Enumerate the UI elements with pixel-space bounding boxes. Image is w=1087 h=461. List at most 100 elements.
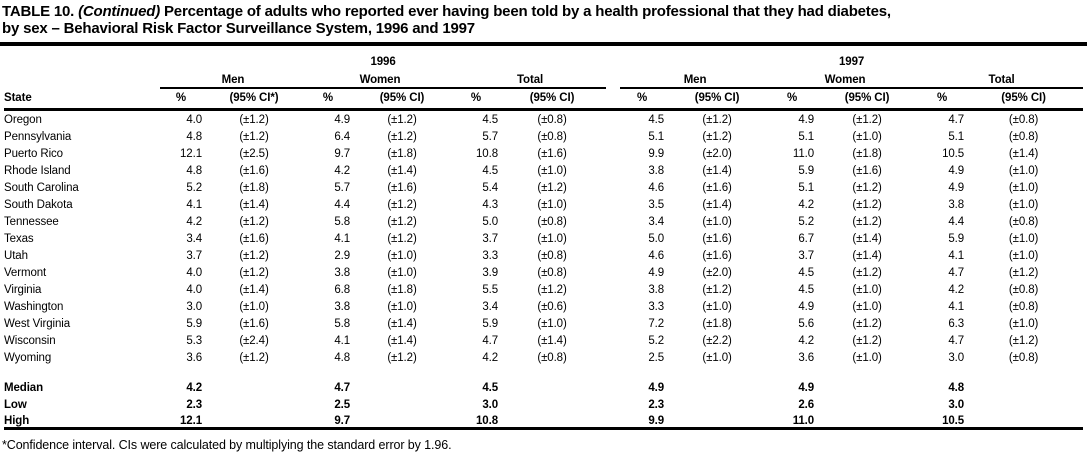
spacer-cell — [606, 279, 620, 296]
summary-row: Low 2.3 2.5 3.0 2.3 2.6 3.0 — [4, 394, 1083, 411]
ci-cell — [664, 377, 770, 394]
ci-cell — [964, 377, 1083, 394]
state-cell: South Dakota — [4, 199, 73, 211]
pct-cell: 4.9 — [798, 114, 815, 126]
pct-cell: 3.8 — [334, 267, 350, 279]
pct-cell: 2.6 — [798, 399, 815, 411]
ci-cell: (±1.2) — [852, 199, 882, 211]
ci-cell — [350, 411, 454, 430]
women-header-1996: Women — [306, 68, 454, 89]
ci-cell: (±1.6) — [852, 165, 882, 177]
pct-cell: 5.9 — [482, 318, 498, 330]
ci-cell: (±1.0) — [852, 352, 882, 364]
ci-cell: (±1.8) — [702, 318, 732, 330]
table-row: Wisconsin 5.3 (±2.4) 4.1 (±1.4) 4.7 (±1.4) 5.2 (… — [4, 330, 1083, 347]
pct-cell: 4.9 — [334, 114, 350, 126]
ci-cell: (±2.0) — [702, 148, 732, 160]
pct-cell: 6.8 — [334, 284, 350, 296]
state-cell: South Carolina — [4, 182, 79, 194]
ci-cell: (±1.2) — [537, 284, 567, 296]
pct-cell: 4.4 — [948, 216, 965, 228]
empty-header-cell — [4, 52, 160, 68]
footnote: *Confidence interval. CIs were calculate… — [2, 437, 452, 452]
ci-cell — [202, 394, 306, 411]
women-header-1997: Women — [770, 68, 921, 89]
ci-cell: (±1.0) — [1008, 199, 1039, 211]
table-row: Virginia 4.0 (±1.4) 6.8 (±1.8) 5.5 (±1.2) 3.8 (±… — [4, 279, 1083, 296]
ci-cell: (±0.6) — [537, 301, 567, 313]
pct-cell: 3.3 — [482, 250, 498, 262]
ci-cell — [814, 411, 921, 430]
pct-cell: 4.1 — [948, 250, 965, 262]
table-header: 1996 1997 Men Women Total Men Women Tota… — [4, 52, 1084, 111]
ci-cell: (±0.8) — [537, 114, 567, 126]
ci-cell: (±0.8) — [1008, 216, 1039, 228]
ci-cell: (±1.0) — [537, 165, 567, 177]
title-text-line1: Percentage of adults who reported ever h… — [164, 3, 891, 20]
ci-cell: (±1.6) — [537, 148, 567, 160]
table-row: Puerto Rico 12.1 (±2.5) 9.7 (±1.8) 10.8 (±1.6)… — [4, 143, 1083, 160]
pct-cell: 5.1 — [948, 131, 965, 143]
ci-cell — [350, 394, 454, 411]
ci-cell: (±1.2) — [239, 267, 269, 279]
gap-cell — [4, 364, 1083, 377]
pct-cell: 2.3 — [186, 399, 202, 411]
ci-cell: (±1.2) — [387, 131, 417, 143]
table-row: Oregon 4.0 (±1.2) 4.9 (±1.2) 4.5 (±0.8) 4.5 (±1.… — [4, 109, 1083, 126]
men-header-1997: Men — [620, 68, 771, 89]
ci-header: (95% CI) — [350, 88, 454, 111]
ci-cell: (±0.8) — [537, 216, 567, 228]
pct-cell: 4.2 — [186, 216, 202, 228]
ci-cell: (±1.2) — [239, 352, 269, 364]
ci-cell: (±1.4) — [387, 318, 417, 330]
ci-cell: (±1.0) — [1008, 182, 1039, 194]
ci-cell: (±0.8) — [537, 352, 567, 364]
ci-cell: (±1.2) — [852, 216, 882, 228]
ci-cell: (±1.0) — [852, 284, 882, 296]
pct-cell: 7.2 — [648, 318, 665, 330]
state-cell: Virginia — [4, 284, 42, 296]
ci-cell: (±1.0) — [239, 301, 269, 313]
state-cell: Vermont — [4, 267, 47, 279]
title-text-line2: by sex – Behavioral Risk Factor Surveill… — [2, 20, 475, 37]
ci-cell: (±1.6) — [702, 233, 732, 245]
pct-cell: 4.6 — [648, 182, 665, 194]
pct-cell: 5.2 — [798, 216, 815, 228]
pct-cell: 5.2 — [186, 182, 202, 194]
ci-cell: (±1.6) — [239, 318, 269, 330]
pct-cell: 5.1 — [798, 182, 815, 194]
pct-cell: 4.8 — [186, 131, 202, 143]
ci-cell: (±0.8) — [1008, 301, 1039, 313]
pct-cell: 10.8 — [476, 148, 498, 160]
pct-cell: 5.5 — [482, 284, 498, 296]
pct-cell: 4.7 — [948, 335, 965, 347]
pct-cell: 3.0 — [482, 399, 498, 411]
ci-cell: (±1.2) — [239, 250, 269, 262]
ci-cell: (±1.6) — [702, 182, 732, 194]
title-divider-rule — [0, 42, 1087, 46]
state-cell: Pennsylvania — [4, 131, 72, 143]
ci-cell: (±1.0) — [1008, 233, 1039, 245]
ci-cell: (±0.8) — [1008, 131, 1039, 143]
empty-header-cell — [4, 68, 160, 88]
ci-cell: (±1.2) — [852, 335, 882, 347]
pct-cell: 4.2 — [482, 352, 498, 364]
pct-cell: 4.5 — [798, 267, 815, 279]
state-column-header: State — [4, 88, 160, 111]
ci-cell: (±1.2) — [702, 131, 732, 143]
pct-cell: 6.7 — [798, 233, 815, 245]
ci-header: (95% CI) — [964, 88, 1084, 111]
subheader-row: State % (95% CI*) % (95% CI) % (95% CI) … — [4, 88, 1084, 111]
pct-cell: 5.8 — [334, 216, 350, 228]
table-row: Wyoming 3.6 (±1.2) 4.8 (±1.2) 4.2 (±0.8) 2.5 (±1… — [4, 347, 1083, 364]
ci-cell: (±1.6) — [239, 233, 269, 245]
spacer-cell — [606, 347, 620, 364]
pct-cell: 3.8 — [334, 301, 350, 313]
state-cell: Low — [4, 399, 27, 411]
pct-cell: 4.9 — [648, 382, 665, 394]
pct-cell: 4.0 — [186, 114, 202, 126]
state-cell: Washington — [4, 301, 64, 313]
spacer-cell — [606, 394, 620, 411]
total-header-1997: Total — [920, 68, 1084, 89]
ci-cell: (±1.4) — [387, 165, 417, 177]
